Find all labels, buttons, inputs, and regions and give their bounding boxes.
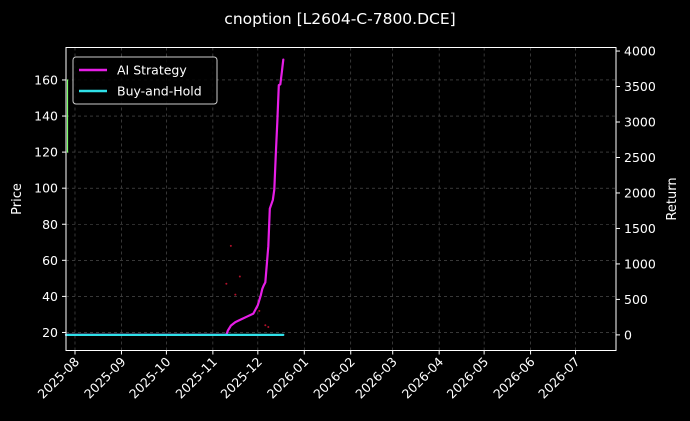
y-left-tick-label: 140 [34,109,58,124]
series-line-ai-strategy [64,58,285,336]
legend-box [72,56,218,105]
x-tick-label: 2026-01 [264,354,312,402]
y-left-tick-label: 120 [34,145,58,160]
x-tick-label: 2026-04 [399,354,447,402]
x-axis: 2025-082025-092025-102025-112025-122026-… [35,350,583,402]
y-right-tick-label: 2500 [624,150,656,165]
y-left-tick-label: 40 [42,289,58,304]
x-tick-label: 2025-12 [217,354,265,402]
y-left-tick-label: 60 [42,253,58,268]
x-tick-label: 2025-08 [35,354,83,402]
scatter-marker [225,282,228,285]
y-left-tick-label: 100 [34,181,58,196]
x-tick-label: 2026-07 [535,354,583,402]
scatter-marker [229,244,232,247]
y-right-tick-label: 1500 [624,221,656,236]
y-right-tick-label: 3000 [624,115,656,130]
y-left-tick-label: 160 [34,72,58,87]
y-right-tick-label: 0 [624,327,632,342]
scatter-marker [264,324,267,327]
series-layer [64,58,285,336]
scatter-marker [267,326,270,329]
y-left-tick-label: 80 [42,217,58,232]
scatter-marker [258,309,261,312]
y-right-tick-label: 3500 [624,79,656,94]
y-left-tick-label: 20 [42,325,58,340]
plot-frame [65,47,617,351]
x-tick-label: 2025-10 [126,354,174,402]
legend: AI Strategy Buy-and-Hold [72,56,218,105]
y-axis-left: 20 40 60 80 100 120 140 160 [34,72,66,340]
grid [66,47,616,351]
y-axis-left-title: Price [10,183,25,215]
legend-label-ai-strategy: AI Strategy [117,63,187,78]
x-tick-label: 2025-11 [172,354,220,402]
x-tick-label: 2026-03 [352,354,400,402]
y-right-tick-label: 4000 [624,44,656,59]
x-tick-label: 2026-05 [444,354,492,402]
x-tick-label: 2026-02 [310,354,358,402]
scatter-marker [234,293,237,296]
legend-label-buy-and-hold: Buy-and-Hold [117,84,202,99]
y-axis-right-title: Return [665,177,680,220]
x-tick-label: 2026-06 [490,354,538,402]
scatter-marker [238,275,241,278]
y-axis-right: 0 500 1000 1500 2000 2500 3000 3500 4000 [616,44,656,342]
y-right-tick-label: 1000 [624,256,656,271]
chart-title: cnoption [L2604-C-7800.DCE] [224,10,455,28]
y-right-tick-label: 500 [624,292,648,307]
y-right-tick-label: 2000 [624,185,656,200]
x-tick-label: 2025-09 [81,354,129,402]
